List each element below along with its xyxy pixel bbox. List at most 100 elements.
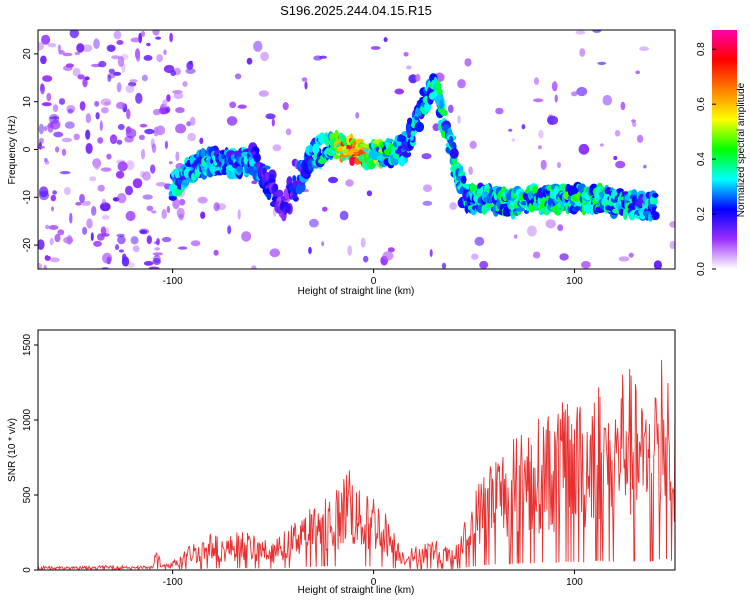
heatmap-noise-blob [86, 218, 93, 229]
heatmap-x-ticks: -100 0 100 [163, 269, 583, 287]
colorbar-tick-label: 0.2 [696, 207, 707, 221]
colorbar-tick-label: 0.8 [696, 42, 707, 56]
heatmap-noise-blob [429, 249, 433, 258]
colorbar-gradient [712, 30, 737, 269]
heatmap-noise-blob [55, 146, 60, 153]
heatmap-noise-blob [551, 81, 558, 92]
heatmap-noise-blob [58, 50, 65, 55]
heatmap-noise-blob [468, 166, 473, 175]
heatmap-noise-blob [308, 246, 312, 255]
heatmap-noise-blob [62, 52, 73, 57]
snr-y-tick-label: 1500 [22, 333, 33, 356]
heatmap-noise-blob [96, 233, 105, 241]
heatmap-noise-blob [168, 161, 173, 165]
heatmap-noise-blob [631, 119, 636, 123]
heatmap-noise-blob [153, 126, 159, 137]
heatmap-ridge-blob [275, 189, 284, 198]
heatmap-noise-blob [43, 264, 47, 269]
heatmap-noise-blob [97, 137, 104, 144]
heatmap-ridge-blob [410, 130, 416, 137]
heatmap-noise-blob [545, 219, 556, 229]
heatmap-noise-blob [110, 136, 118, 142]
heatmap-noise-blob [521, 124, 526, 130]
snr-x-tick-label: 100 [566, 577, 583, 588]
heatmap-noise-blob [265, 113, 276, 120]
heatmap-ridge-blob [439, 99, 444, 110]
colorbar: 0.0 0.2 0.4 0.6 0.8 Normalized spectral ampl… [696, 30, 747, 276]
heatmap-noise-blob [199, 137, 204, 144]
snr-x-ticks: -100 0 100 [163, 570, 583, 588]
heatmap-noise-blob [592, 30, 602, 33]
heatmap-ridge-blob [236, 165, 244, 173]
heatmap-noise-blob [669, 240, 675, 250]
heatmap-ridge-blob [407, 117, 413, 125]
heatmap-ridge-blob [618, 208, 624, 214]
heatmap-noise-blob [91, 206, 97, 216]
heatmap-noise-blob [639, 46, 649, 51]
snr-marks [38, 359, 675, 570]
heatmap-noise-blob [282, 102, 289, 111]
heatmap-noise-blob [94, 100, 100, 107]
heatmap-noise-blob [72, 67, 81, 77]
heatmap-noise-blob [152, 252, 163, 256]
heatmap-noise-blob [38, 123, 45, 135]
heatmap-ridge-blob [456, 175, 462, 182]
heatmap-noise-blob [102, 252, 113, 264]
heatmap-noise-blob [138, 134, 145, 140]
heatmap-noise-blob [69, 30, 79, 39]
heatmap-noise-blob [57, 44, 61, 52]
heatmap-noise-blob [615, 160, 626, 169]
heatmap-noise-blob [213, 202, 220, 212]
heatmap-noise-blob [116, 233, 125, 238]
heatmap-noise-blob [169, 32, 173, 43]
heatmap-noise-blob [52, 190, 57, 195]
heatmap-noise-blob [58, 98, 66, 105]
heatmap-ridge-blob [333, 154, 340, 160]
heatmap-noise-blob [135, 92, 143, 104]
heatmap-noise-blob [125, 210, 136, 222]
heatmap-noise-blob [97, 184, 105, 192]
heatmap-noise-blob [511, 138, 516, 142]
heatmap-noise-blob [237, 209, 241, 220]
heatmap-noise-blob [406, 65, 412, 70]
heatmap-peak-blob [345, 151, 355, 155]
heatmap-noise-blob [132, 178, 143, 189]
heatmap-noise-blob [140, 124, 146, 128]
heatmap-y-tick-label: -10 [22, 190, 33, 205]
heatmap-noise-blob [143, 55, 153, 61]
heatmap-noise-blob [116, 40, 124, 45]
heatmap-ridge-blob [168, 196, 177, 201]
heatmap-noise-blob [139, 229, 148, 234]
heatmap-noise-blob [172, 90, 183, 94]
heatmap-noise-blob [269, 248, 281, 258]
heatmap-noise-blob [108, 68, 115, 74]
heatmap-noise-blob [130, 37, 141, 43]
heatmap-noise-blob [508, 128, 513, 132]
heatmap-y-tick-label: 20 [22, 48, 33, 60]
heatmap-noise-blob [447, 104, 454, 114]
snr-x-tick-label: -100 [163, 577, 183, 588]
heatmap-noise-blob [532, 251, 541, 259]
heatmap-noise-blob [85, 129, 91, 140]
heatmap-noise-blob [113, 30, 122, 40]
heatmap-noise-blob [251, 180, 258, 185]
heatmap-noise-blob [170, 70, 176, 77]
heatmap-noise-blob [540, 159, 547, 170]
heatmap-noise-blob [41, 102, 52, 107]
heatmap-noise-blob [106, 44, 116, 52]
heatmap-noise-blob [441, 262, 447, 269]
heatmap-noise-blob [116, 82, 122, 93]
heatmap-ridge-blob [448, 135, 454, 147]
heatmap-noise-blob [40, 83, 44, 92]
heatmap-noise-blob [49, 257, 60, 263]
heatmap-noise-blob [81, 44, 93, 52]
heatmap-noise-blob [182, 81, 188, 87]
heatmap-noise-blob [152, 108, 161, 116]
heatmap-noise-blob [370, 46, 381, 50]
heatmap-noise-blob [154, 247, 161, 251]
heatmap-noise-blob [142, 171, 151, 181]
colorbar-tick-label: 0.4 [696, 152, 707, 166]
heatmap-noise-blob [571, 91, 578, 97]
heatmap-noise-blob [597, 61, 607, 65]
